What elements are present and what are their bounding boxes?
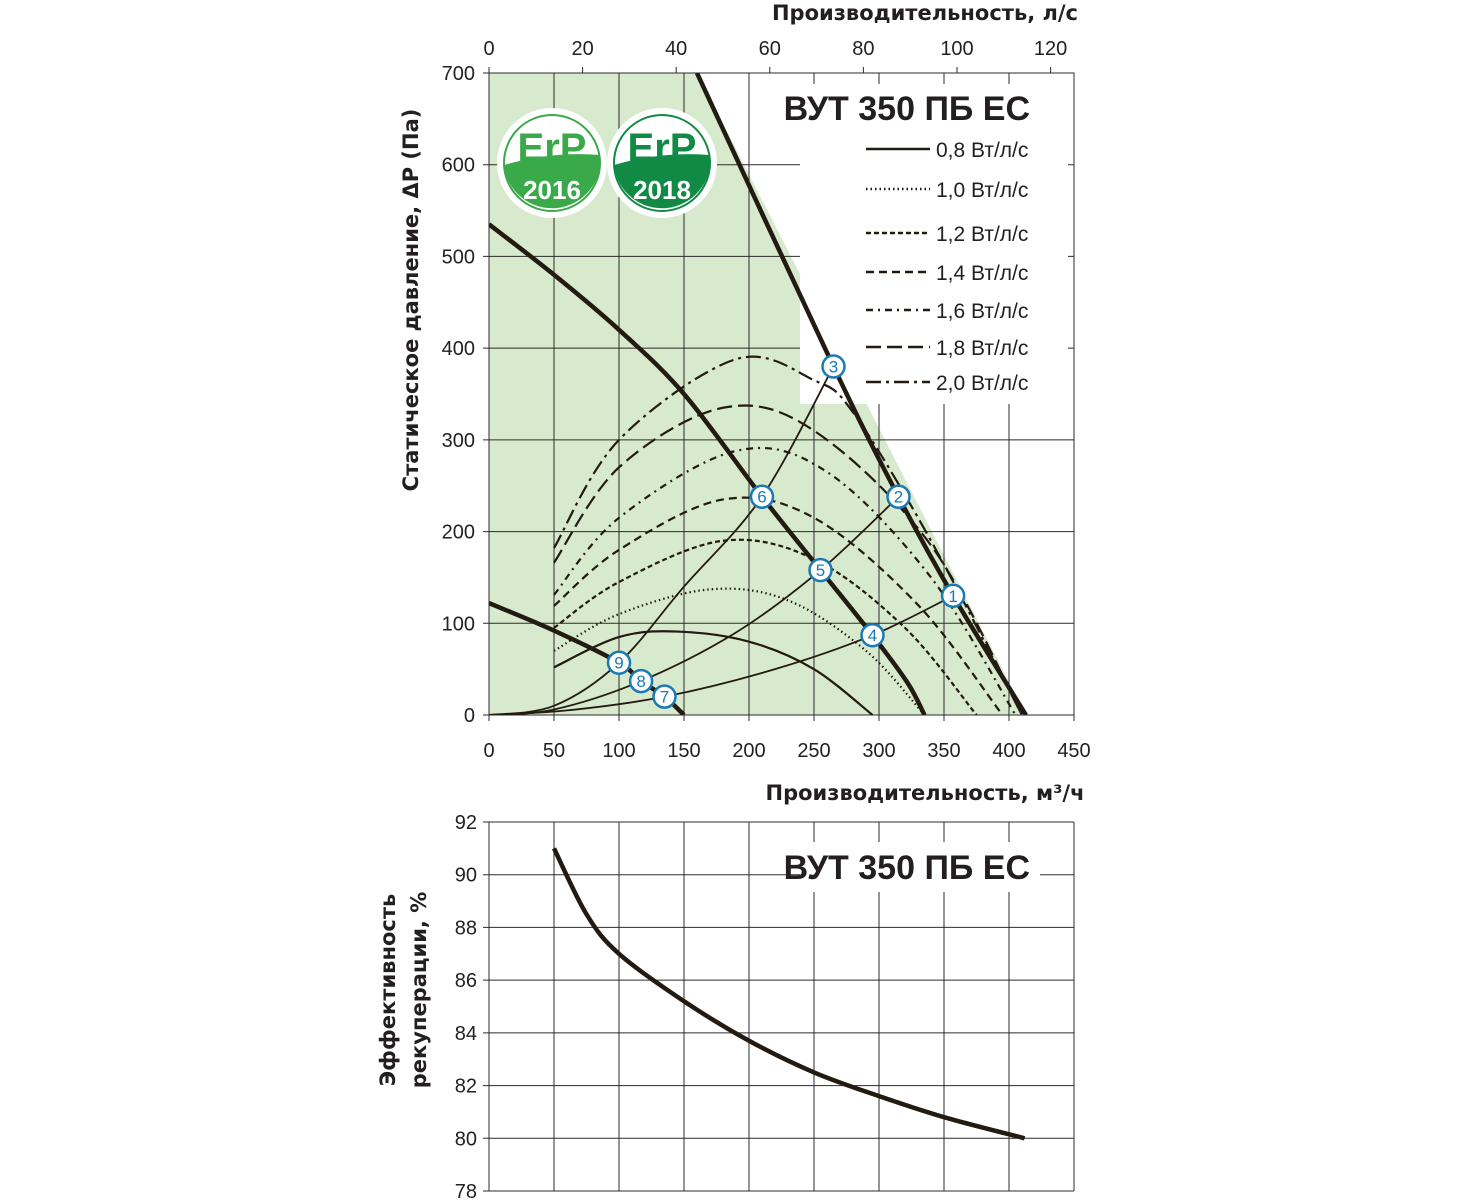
top-x-tick-label: 120 xyxy=(1034,38,1067,60)
badge-erp-text: ErP xyxy=(628,126,697,170)
x-tick-label: 250 xyxy=(797,740,830,762)
x-tick-label: 400 xyxy=(992,740,1025,762)
x-tick-label: 200 xyxy=(732,740,765,762)
badge-year-text: 2016 xyxy=(523,175,581,205)
chart-title: ВУТ 350 ПБ ЕС xyxy=(784,90,1030,128)
power-curve-18 xyxy=(553,404,1023,715)
plot-frame xyxy=(488,72,1075,716)
y-tick-label: 500 xyxy=(442,246,475,268)
x-tick-label: 300 xyxy=(862,740,895,762)
efficiency-curve xyxy=(551,847,1026,1141)
y-axis-label-efficiency-line2: рекуперации, % xyxy=(407,892,431,1089)
y-tick-label: 80 xyxy=(455,1128,477,1150)
y-axis-label-efficiency-line1: Эффективность xyxy=(376,894,400,1087)
legend-background xyxy=(800,84,1068,404)
operating-point-marker: 4 xyxy=(860,622,885,648)
fan-curve-mid xyxy=(489,222,927,715)
top-x-tick-label: 100 xyxy=(940,38,973,60)
legend-label: 1,2 Вт/л/с xyxy=(936,223,1028,246)
marker-circle xyxy=(808,557,833,583)
marker-label: 7 xyxy=(660,688,669,707)
power-curve-12 xyxy=(553,538,978,715)
x-tick-label: 350 xyxy=(927,740,960,762)
badge-swoosh xyxy=(504,154,601,209)
y-tick-label: 84 xyxy=(455,1023,477,1045)
bottom-x-axis-label: Производительность, м³/ч xyxy=(766,781,1085,805)
legend-label: 0,8 Вт/л/с xyxy=(936,139,1028,162)
top-x-tick-label: 80 xyxy=(852,38,874,60)
top-x-tick-label: 20 xyxy=(571,38,593,60)
power-curve-20 xyxy=(553,355,1023,715)
operating-point-marker: 3 xyxy=(821,354,846,379)
marker-label: 3 xyxy=(829,357,838,376)
y-tick-label: 90 xyxy=(455,865,477,887)
marker-label: 2 xyxy=(894,488,903,507)
chart-title: ВУТ 350 ПБ ЕС xyxy=(784,849,1030,887)
legend-label: 2,0 Вт/л/с xyxy=(936,372,1028,395)
marker-label: 6 xyxy=(757,488,766,507)
system-curve-b xyxy=(489,496,900,715)
y-tick-label: 82 xyxy=(455,1076,477,1098)
power-curve-08 xyxy=(553,630,874,715)
marker-circle xyxy=(860,622,885,648)
x-tick-label: 50 xyxy=(543,740,565,762)
y-tick-label: 92 xyxy=(455,812,477,834)
x-tick-label: 100 xyxy=(602,740,635,762)
marker-circle xyxy=(886,484,911,509)
x-tick-label: 150 xyxy=(667,740,700,762)
legend-label: 1,4 Вт/л/с xyxy=(936,262,1028,285)
operating-point-marker: 1 xyxy=(940,583,966,609)
top-x-tick-label: 60 xyxy=(759,38,781,60)
marker-circle xyxy=(606,650,632,675)
y-tick-label: 200 xyxy=(442,522,475,544)
erp-2018-badge: ErP 2018 xyxy=(607,108,717,218)
top-x-tick-label: 40 xyxy=(665,38,687,60)
title-background xyxy=(800,842,1040,892)
y-tick-label: 300 xyxy=(442,430,475,452)
legend-label: 1,0 Вт/л/с xyxy=(936,179,1028,202)
badge-swoosh xyxy=(614,154,711,209)
y-tick-label: 86 xyxy=(455,970,477,992)
efficiency-plot: 78 80 82 84 86 88 90 92 ВУТ 350 ПБ ЕС xyxy=(455,812,1075,1200)
x-tick-label: 0 xyxy=(483,740,494,762)
badge-year-text: 2018 xyxy=(633,175,691,205)
y-axis-label-pressure: Статическое давление, ΔP (Па) xyxy=(399,109,423,492)
fan-curve-max xyxy=(694,73,1028,715)
marker-label: 5 xyxy=(816,561,825,580)
erp-compliant-region xyxy=(489,73,1026,715)
badge-erp-text: ErP xyxy=(518,126,587,170)
x-tick-label: 450 xyxy=(1057,740,1090,762)
legend-label: 1,6 Вт/л/с xyxy=(936,300,1028,323)
y-tick-label: 0 xyxy=(464,705,475,727)
operating-point-marker: 9 xyxy=(606,650,632,675)
system-curve-a xyxy=(489,366,835,715)
marker-label: 4 xyxy=(868,626,877,645)
legend-label: 1,8 Вт/л/с xyxy=(936,337,1028,360)
top-x-tick-label: 0 xyxy=(483,38,494,60)
marker-circle xyxy=(628,668,654,694)
y-tick-label: 100 xyxy=(442,613,475,635)
y-tick-label: 600 xyxy=(442,155,475,177)
marker-label: 9 xyxy=(614,654,623,673)
operating-point-marker: 8 xyxy=(628,668,654,694)
marker-circle xyxy=(940,583,966,609)
top-x-axis-label: Производительность, л/с xyxy=(772,1,1078,25)
y-tick-label: 88 xyxy=(455,917,477,939)
operating-point-marker: 6 xyxy=(749,484,775,509)
operating-point-marker: 5 xyxy=(808,557,833,583)
erp-2016-badge: ErP 2016 xyxy=(497,108,607,218)
operating-point-marker: 2 xyxy=(886,484,911,509)
y-tick-label: 78 xyxy=(455,1181,477,1200)
operating-point-marker: 7 xyxy=(652,684,677,709)
marker-label: 1 xyxy=(948,587,957,606)
marker-circle xyxy=(749,484,775,509)
marker-circle xyxy=(821,354,846,379)
marker-label: 8 xyxy=(636,672,645,691)
pressure-flow-plot: 0 50 100 150 200 250 300 350 400 4500100200300400… xyxy=(442,38,1091,762)
marker-circle xyxy=(652,684,677,709)
y-tick-label: 700 xyxy=(442,63,475,85)
y-tick-label: 400 xyxy=(442,338,475,360)
power-curve-14 xyxy=(553,496,1004,715)
